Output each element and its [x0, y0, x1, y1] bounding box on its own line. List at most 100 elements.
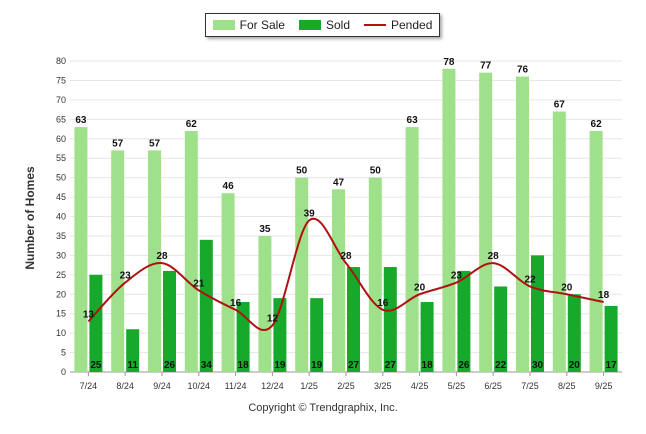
data-label-pended: 18: [598, 290, 610, 301]
y-tick-label: 55: [56, 153, 66, 163]
bar-for-sale: [332, 189, 345, 372]
data-label-sold: 27: [385, 360, 397, 371]
y-tick-label: 30: [56, 250, 66, 260]
y-tick-label: 80: [56, 56, 66, 66]
data-label-sold: 20: [569, 360, 581, 371]
data-label-pended: 39: [304, 208, 316, 219]
y-tick-label: 15: [56, 309, 66, 319]
data-label-for-sale: 62: [591, 119, 603, 130]
data-label-pended: 28: [340, 251, 352, 262]
data-label-for-sale: 76: [517, 65, 529, 76]
bar-for-sale: [516, 76, 529, 373]
legend-label-sold: Sold: [325, 18, 350, 32]
x-tick-label: 12/24: [261, 381, 284, 391]
bar-for-sale: [295, 177, 309, 372]
data-label-pended: 22: [524, 274, 536, 285]
data-label-sold: 26: [164, 360, 176, 371]
data-label-pended: 28: [156, 251, 168, 262]
data-label-for-sale: 50: [296, 166, 308, 177]
bar-for-sale: [479, 72, 493, 372]
y-tick-label: 45: [56, 192, 66, 202]
data-label-for-sale: 62: [186, 119, 198, 130]
data-label-pended: 13: [83, 309, 95, 320]
bar-for-sale: [552, 111, 566, 372]
data-label-for-sale: 67: [554, 100, 566, 111]
data-label-pended: 21: [193, 278, 205, 289]
x-tick-label: 1/25: [300, 381, 318, 391]
x-tick-label: 7/24: [80, 381, 98, 391]
data-label-sold: 18: [238, 360, 250, 371]
bar-for-sale: [221, 193, 235, 372]
bar-for-sale: [148, 150, 161, 372]
x-tick-label: 10/24: [188, 381, 211, 391]
data-label-for-sale: 63: [75, 115, 87, 126]
x-tick-label: 5/25: [448, 381, 466, 391]
x-tick-label: 6/25: [484, 381, 502, 391]
data-label-for-sale: 35: [259, 224, 271, 235]
y-tick-label: 25: [56, 270, 66, 280]
y-tick-label: 50: [56, 173, 66, 183]
x-tick-label: 3/25: [374, 381, 392, 391]
legend-swatch-sold: [298, 20, 321, 30]
x-tick-label: 11/24: [225, 381, 247, 391]
legend-item-pended[interactable]: Pended: [364, 18, 432, 32]
y-tick-label: 20: [56, 289, 66, 299]
x-tick-label: 8/25: [558, 381, 576, 391]
data-label-pended: 23: [451, 271, 463, 282]
x-tick-label: 9/25: [595, 381, 613, 391]
y-tick-label: 40: [56, 212, 66, 222]
data-label-sold: 26: [458, 360, 470, 371]
bar-for-sale: [442, 68, 456, 373]
data-label-sold: 18: [422, 360, 434, 371]
data-label-for-sale: 78: [443, 57, 455, 68]
x-tick-label: 7/25: [521, 381, 539, 391]
data-label-pended: 20: [561, 282, 573, 293]
bar-sold: [567, 294, 581, 372]
data-label-sold: 34: [201, 360, 213, 371]
bar-sold: [310, 298, 324, 372]
data-label-for-sale: 46: [223, 181, 235, 192]
x-tick-label: 9/24: [153, 381, 171, 391]
data-label-for-sale: 57: [112, 138, 124, 149]
data-label-for-sale: 77: [480, 61, 492, 72]
y-tick-label: 70: [56, 95, 66, 105]
bar-for-sale: [368, 177, 382, 372]
bar-sold: [347, 267, 360, 372]
data-label-for-sale: 57: [149, 138, 161, 149]
data-label-pended: 20: [414, 282, 426, 293]
legend-swatch-for-sale: [212, 20, 235, 30]
bar-sold: [494, 286, 508, 372]
data-label-sold: 11: [127, 360, 138, 371]
y-tick-label: 5: [61, 348, 66, 358]
data-label-pended: 16: [230, 298, 242, 309]
pended-line: [87, 217, 604, 332]
data-label-sold: 22: [495, 360, 507, 371]
data-label-sold: 19: [274, 360, 286, 371]
bar-for-sale: [74, 127, 88, 373]
y-tick-label: 10: [56, 328, 66, 338]
copyright-text: Copyright © Trendgraphix, Inc.: [248, 402, 398, 414]
bar-for-sale: [589, 130, 603, 372]
legend-swatch-pended: [364, 24, 386, 26]
bar-sold: [199, 239, 213, 372]
bar-sold: [126, 329, 140, 372]
data-label-pended: 16: [377, 298, 389, 309]
chart-legend: For Sale Sold Pended: [205, 13, 440, 37]
y-tick-label: 75: [56, 75, 66, 85]
legend-label-for-sale: For Sale: [239, 18, 285, 32]
y-tick-label: 60: [56, 134, 66, 144]
data-label-pended: 12: [267, 313, 279, 324]
legend-item-for-sale[interactable]: For Sale: [212, 18, 285, 32]
data-label-sold: 27: [348, 360, 360, 371]
bar-sold: [457, 270, 471, 372]
legend-item-sold[interactable]: Sold: [298, 18, 350, 32]
bar-for-sale: [258, 235, 272, 372]
y-tick-label: 65: [56, 114, 66, 124]
data-label-sold: 25: [90, 360, 102, 371]
data-label-sold: 17: [606, 360, 618, 371]
x-tick-label: 4/25: [411, 381, 429, 391]
data-label-sold: 30: [532, 360, 544, 371]
bar-for-sale: [405, 127, 419, 373]
bar-sold: [163, 270, 176, 372]
